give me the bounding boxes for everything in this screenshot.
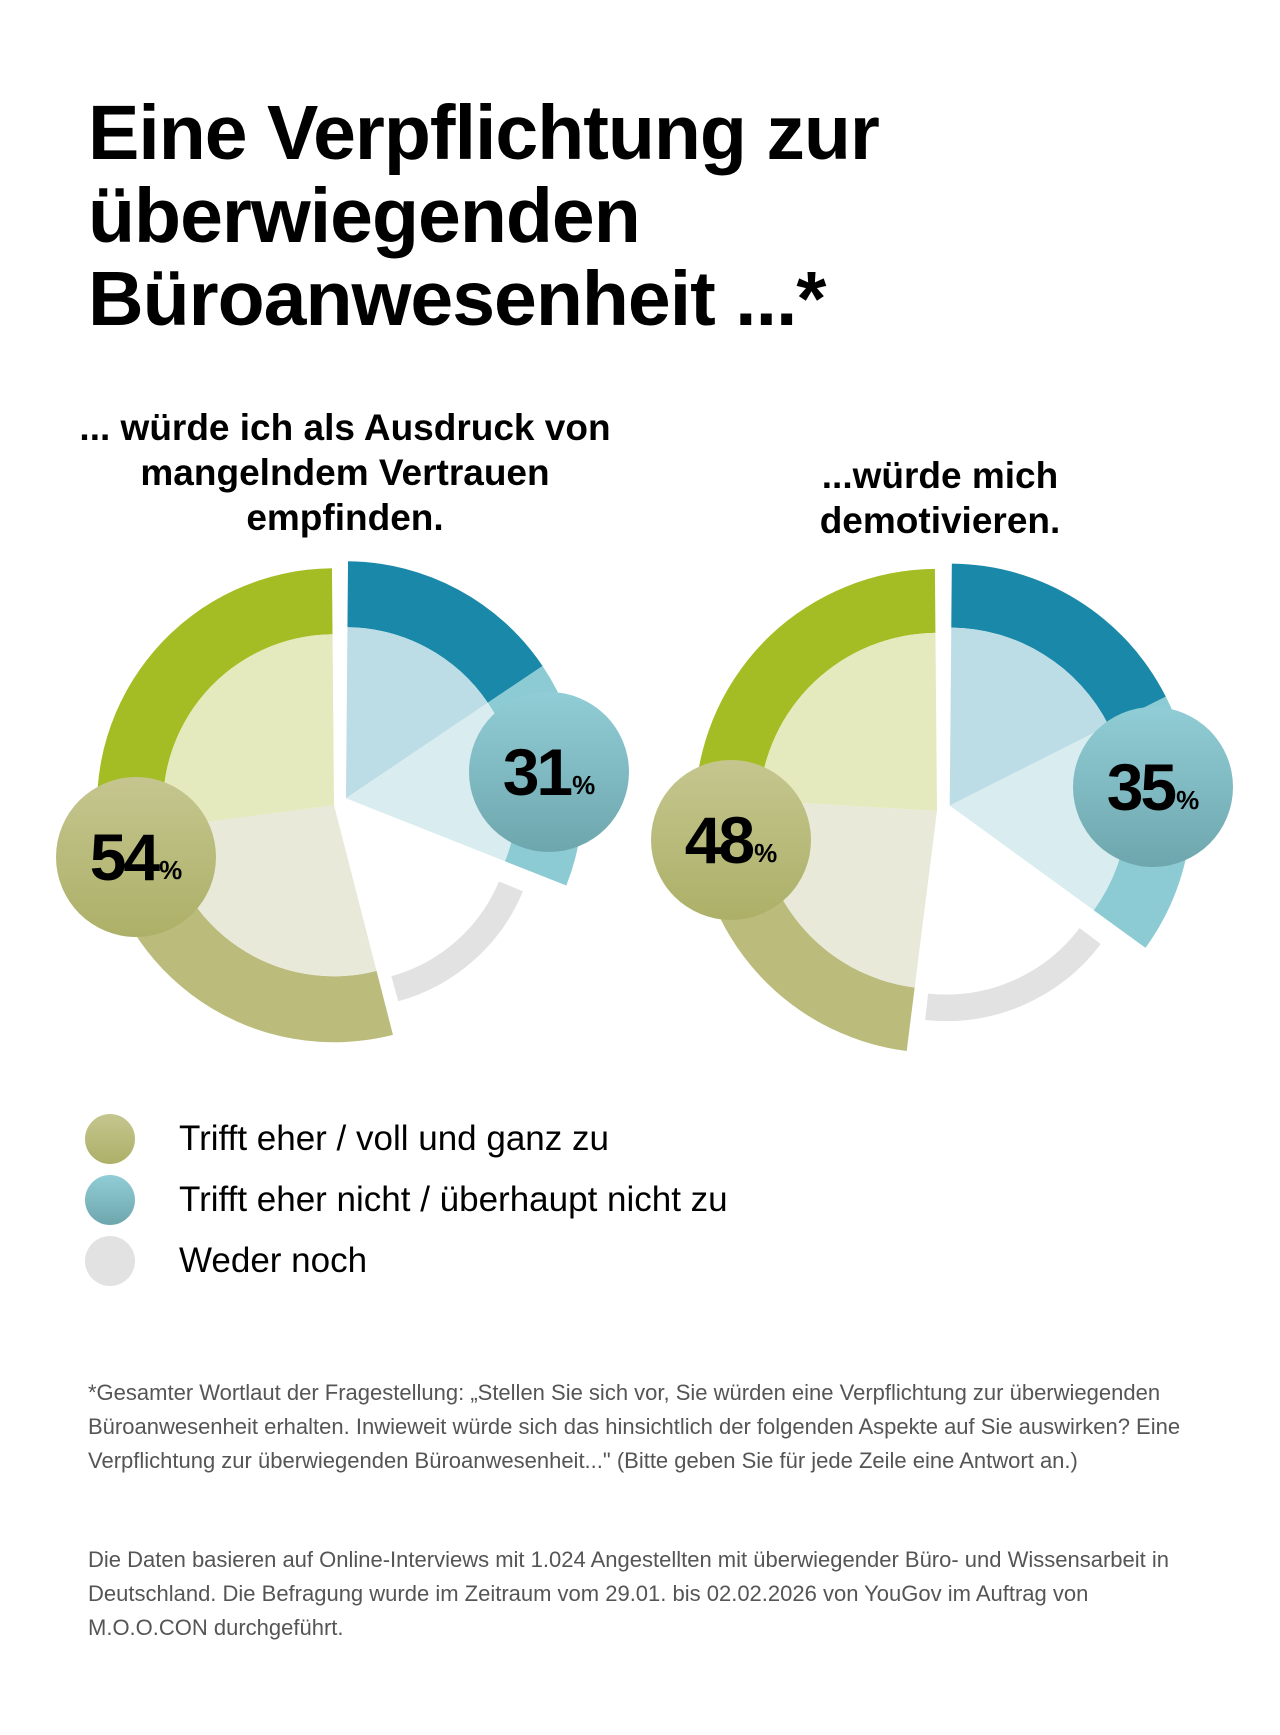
slice-neither-inner-a <box>347 818 499 942</box>
legend-swatch-disagree <box>85 1174 135 1225</box>
page-title: Eine Verpflichtung zur überwiegenden Bür… <box>88 90 880 342</box>
legend-label: Trifft eher / voll und ganz zu <box>179 1118 609 1158</box>
slice-disagree-inner-a <box>345 627 488 799</box>
percent-sign: % <box>572 769 596 800</box>
title-line: Eine Verpflichtung zur <box>88 90 880 176</box>
title-line: überwiegenden <box>88 173 641 259</box>
legend-label: Weder noch <box>179 1240 368 1280</box>
legend-swatch-agree <box>85 1113 135 1164</box>
chart-title-line: ... würde ich als Ausdruck von <box>79 407 611 448</box>
footnote-question: *Gesamter Wortlaut der Fragestellung: „S… <box>88 1380 1181 1473</box>
legend-item-agree: Trifft eher / voll und ganz zu <box>85 1108 728 1169</box>
disagree-badge-chart-2: 35% <box>1073 707 1233 867</box>
footnote-methodology: Die Daten basieren auf Online-Interviews… <box>88 1547 1170 1640</box>
slice-disagree-outer-a <box>951 563 1166 726</box>
legend-item-disagree: Trifft eher nicht / überhaupt nicht zu <box>85 1169 728 1230</box>
legend-item-neither: Weder noch <box>85 1230 728 1291</box>
slice-neither-outer-a <box>1012 928 1101 1006</box>
slice-agree-inner-a <box>164 805 377 977</box>
chart-title-demotivation: ...würde mich demotivieren. <box>740 453 1140 543</box>
agree-badge-chart-2: 48% <box>651 760 811 920</box>
percent-sign: % <box>1176 784 1200 815</box>
title-line: Büroanwesenheit ...* <box>88 256 826 342</box>
chart-title-line: empfinden. <box>246 497 444 538</box>
disagree-badge-chart-1: 31% <box>469 692 629 852</box>
legend-swatch-neither <box>85 1235 135 1286</box>
slice-disagree-outer-a <box>347 561 543 703</box>
slice-neither-inner-b <box>928 827 1013 995</box>
legend: Trifft eher / voll und ganz zu Trifft eh… <box>85 1108 728 1291</box>
chart-title-line: demotivieren. <box>819 500 1061 541</box>
legend-label: Trifft eher nicht / überhaupt nicht zu <box>179 1179 728 1219</box>
agree-value: 48 <box>684 803 755 877</box>
percent-sign: % <box>754 837 778 868</box>
slice-neither-inner-b <box>347 818 457 977</box>
slice-agree-outer-b <box>97 568 333 836</box>
slice-agree-inner-b <box>759 632 938 811</box>
agree-value: 54 <box>89 820 160 894</box>
slice-agree-inner-b <box>163 634 335 828</box>
agree-badge-chart-1: 54% <box>56 777 216 937</box>
slice-neither-inner-a <box>946 827 1080 981</box>
chart-title-trust: ... würde ich als Ausdruck von mangelnde… <box>40 405 650 540</box>
slice-disagree-inner-a <box>949 627 1109 806</box>
chart-title-line: mangelndem Vertrauen <box>140 452 550 493</box>
disagree-value: 35 <box>1106 750 1177 824</box>
slice-neither-outer-a <box>456 881 523 961</box>
disagree-value: 31 <box>502 735 573 809</box>
slice-neither-outer-b <box>391 941 474 1002</box>
slice-neither-outer-b <box>925 980 1024 1022</box>
chart-title-line: ...würde mich <box>821 455 1059 496</box>
percent-sign: % <box>159 854 183 885</box>
slice-agree-outer-b <box>695 568 936 801</box>
